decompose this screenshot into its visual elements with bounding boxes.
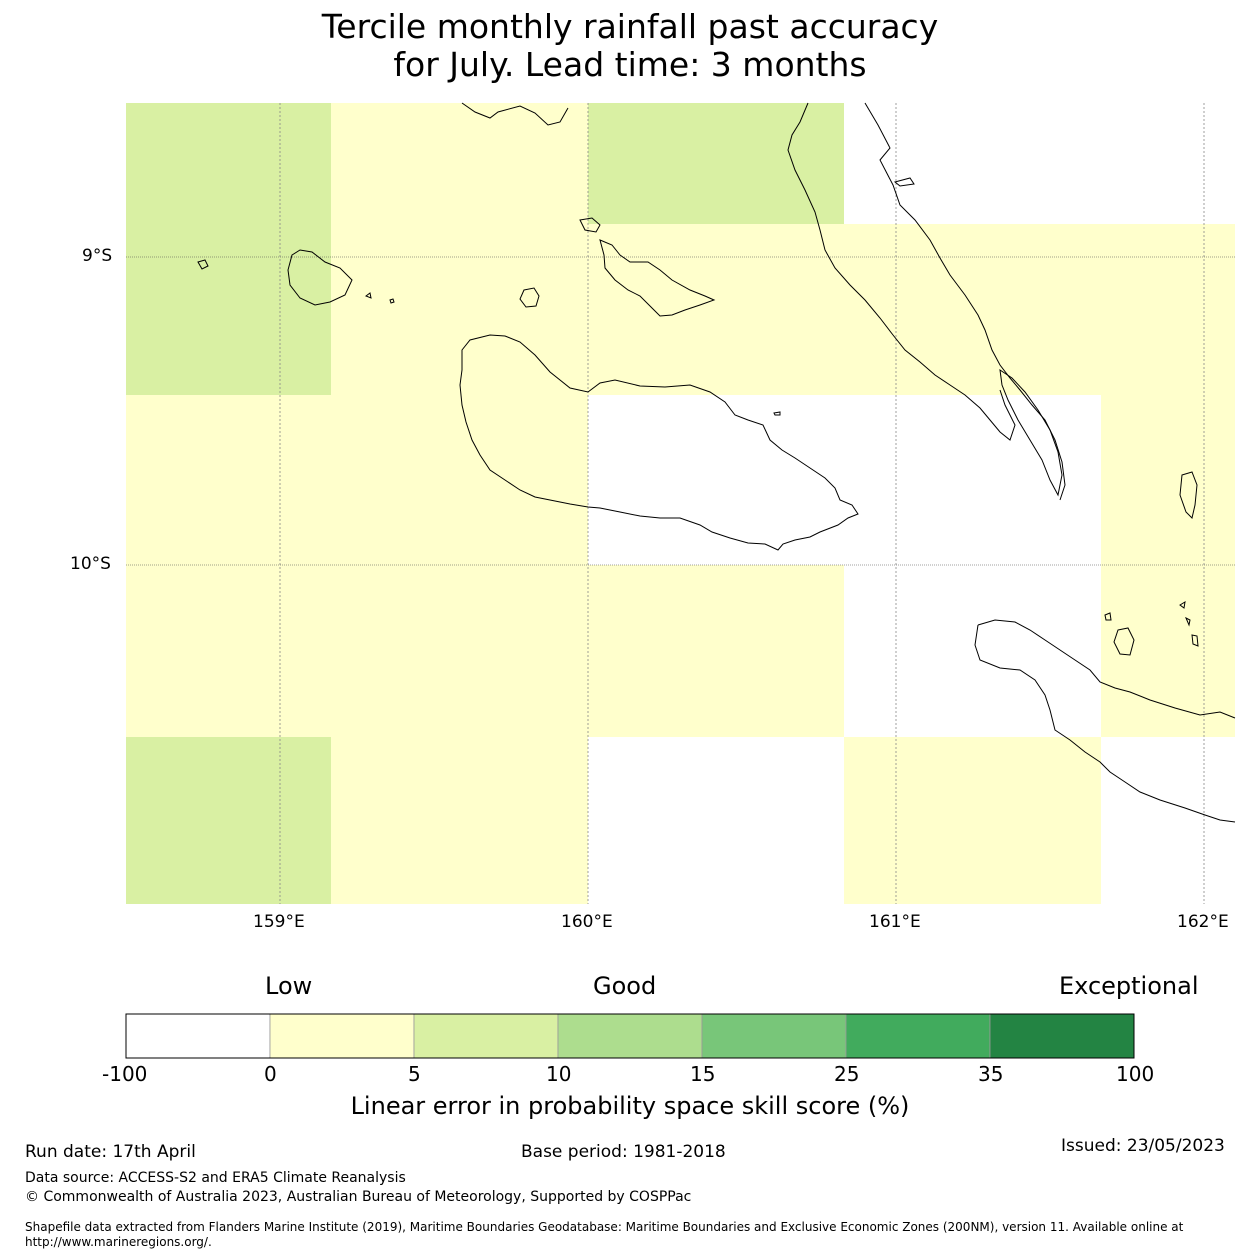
makira-south-coastline [974,624,1236,823]
small-islet-5 [773,411,781,416]
colorbar-tick: 0 [264,1062,277,1086]
grid-cell [588,103,844,224]
colorbar-tick: 35 [978,1062,1004,1086]
small-islet-6 [893,177,915,187]
colorbar-tick: 10 [546,1062,572,1086]
legend-category-exceptional: Exceptional [1059,972,1199,1000]
grid-cell [331,103,588,395]
colorbar-bin [269,1013,415,1059]
lat-label-10s: 10°S [70,554,111,574]
colorbar-bins [125,1013,1135,1059]
malaita-west-coastline [787,102,1016,441]
lat-label-9s: 9°S [82,246,113,266]
coastlines [197,102,1236,823]
colorbar-tick: 100 [1116,1062,1155,1086]
colorbar-tick: 15 [690,1062,716,1086]
small-islet-1 [1179,601,1186,609]
copyright: © Commonwealth of Australia 2023, Austra… [25,1189,692,1205]
savo-island-coastline [519,287,540,308]
makira-coastline [977,619,1236,719]
small-islet-4 [1185,616,1191,627]
grid-cell [844,737,1101,904]
florida-islands-coastline [599,239,716,317]
skill-grid-cells [126,103,1235,904]
colorbar-bin [125,1013,271,1059]
grid-cell [588,565,844,737]
colorbar-tick: 5 [408,1062,421,1086]
run-date: Run date: 17th April [25,1142,196,1162]
colorbar-tick: -100 [102,1062,148,1086]
colorbar-frame [125,1013,1135,1059]
small-malaita-coastline [999,368,1063,497]
santa-isabel-coastline [461,102,569,126]
issued-date: Issued: 23/05/2023 [1061,1136,1225,1156]
small-islet-7 [389,298,395,304]
lon-label-160e: 160°E [561,912,613,932]
small-islet-8 [364,292,372,299]
grid-cell [1101,395,1235,737]
colorbar-bin [557,1013,703,1059]
colorbar-bin [701,1013,847,1059]
ugi-island-coastline [1113,627,1135,656]
colorbar-bin [989,1013,1135,1059]
colorbar-tick: 25 [834,1062,860,1086]
colorbar [125,1013,1135,1059]
russell-islands-coastline [287,249,353,306]
base-period: Base period: 1981-2018 [521,1142,726,1162]
grid-cell [126,103,331,395]
grid-cell [126,737,331,904]
guadalcanal-coastline [459,334,859,551]
colorbar-bin [845,1013,991,1059]
grid-cell [126,395,588,737]
lon-label-161e: 161°E [869,912,921,932]
colorbar-bin [413,1013,559,1059]
small-islet-3 [1191,634,1199,647]
graticule [126,103,1235,904]
legend-category-low: Low [265,972,313,1000]
nggela-north-coastline [579,217,601,233]
grid-cell [588,224,1235,395]
lon-label-162e: 162°E [1177,912,1229,932]
map-title-line2: for July. Lead time: 3 months [393,45,867,84]
ulawa-island-coastline [1179,471,1198,519]
russell-islet-coastline [197,259,209,270]
map-title-line1: Tercile monthly rainfall past accuracy [321,7,939,46]
shapefile-credit: Shapefile data extracted from Flanders M… [25,1220,1184,1249]
colorbar-title: Linear error in probability space skill … [350,1092,910,1120]
grid-cell [331,737,588,904]
data-source: Data source: ACCESS-S2 and ERA5 Climate … [25,1170,406,1186]
legend-category-good: Good [593,972,657,1000]
lon-label-159e: 159°E [253,912,305,932]
small-islet-2 [1104,612,1112,621]
